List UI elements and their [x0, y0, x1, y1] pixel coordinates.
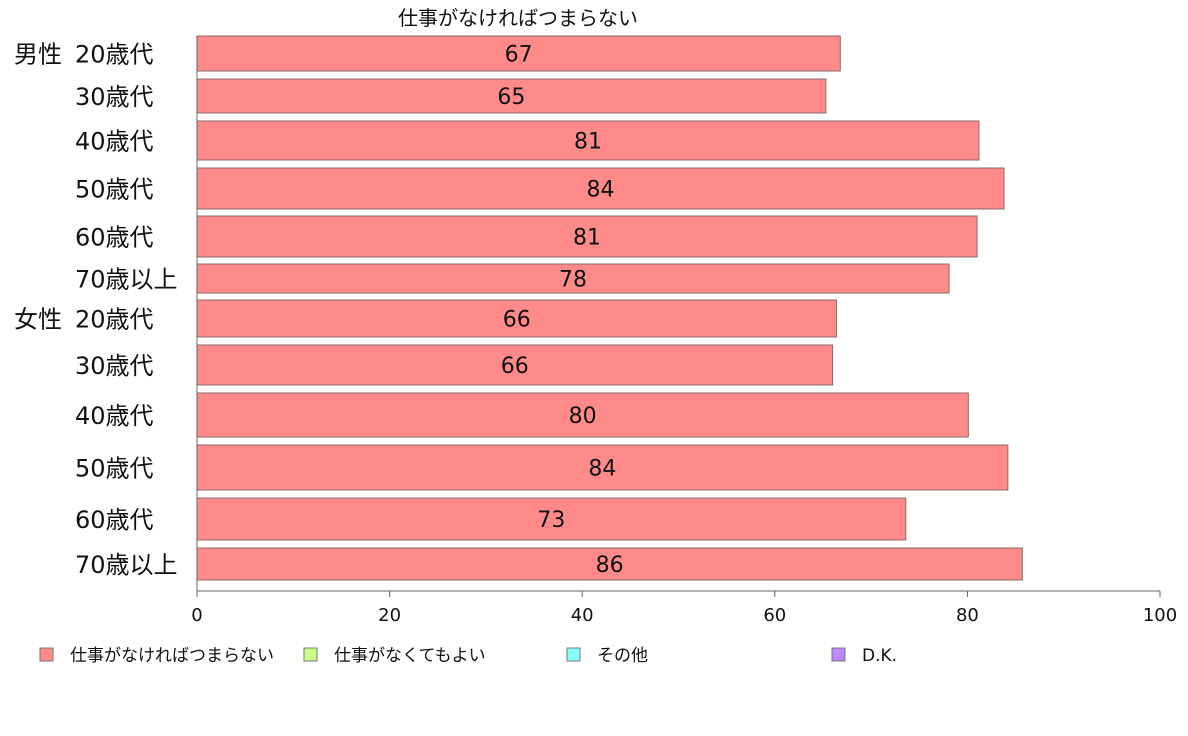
legend-swatch — [831, 647, 846, 662]
category-label: 50歳代 — [75, 455, 154, 483]
category-group-label: 女性 — [14, 306, 62, 334]
x-tick-label: 0 — [191, 605, 202, 626]
bar-value-label: 66 — [503, 308, 531, 333]
x-tick-label: 100 — [1143, 605, 1177, 626]
bar — [196, 167, 1005, 210]
bar-value-label: 86 — [596, 553, 624, 578]
bar-value-label: 84 — [588, 457, 616, 482]
legend-label: 仕事がなければつまらない — [70, 646, 274, 666]
category-label: 60歳代 — [75, 506, 154, 534]
x-tick-label: 20 — [378, 605, 401, 626]
bar-value-label: 73 — [537, 508, 565, 533]
bar-value-label: 67 — [505, 43, 533, 68]
bar — [196, 35, 841, 72]
category-group-label: 男性 — [14, 41, 62, 69]
bar — [196, 120, 980, 161]
category-label: 50歳代 — [75, 176, 154, 204]
bar — [196, 547, 1023, 581]
bar-value-label: 66 — [501, 354, 529, 379]
category-label: 70歳以上 — [75, 266, 178, 294]
bar-value-label: 78 — [559, 268, 587, 293]
category-label: 40歳代 — [75, 128, 154, 156]
bars-layer: 67 65 81 84 81 78 66 66 80 84 73 86 — [196, 35, 1023, 581]
x-tick-label: 80 — [956, 605, 979, 626]
category-label: 30歳代 — [75, 352, 154, 380]
bar — [196, 299, 837, 338]
bar-value-label: 81 — [574, 130, 602, 155]
category-label: 20歳代 — [75, 306, 154, 334]
legend-label: 仕事がなくてもよい — [334, 646, 486, 666]
category-label: 30歳代 — [75, 83, 154, 111]
bar-value-label: 80 — [569, 404, 597, 429]
bar-value-label: 84 — [586, 178, 614, 203]
bar-value-label: 65 — [497, 85, 525, 110]
chart-title: 仕事がなければつまらない — [398, 6, 638, 30]
legend-swatch — [303, 647, 318, 662]
category-label: 20歳代 — [75, 41, 154, 69]
x-axis: 0 20 40 60 80 100 — [191, 36, 1177, 626]
legend-label: D.K. — [862, 646, 897, 666]
legend-swatch — [566, 647, 581, 662]
category-label: 70歳以上 — [75, 551, 178, 579]
category-label: 40歳代 — [75, 402, 154, 430]
legend-swatch — [39, 647, 54, 662]
legend-label: その他 — [597, 646, 648, 666]
bar-value-label: 81 — [573, 226, 601, 251]
bar — [196, 215, 978, 258]
legend: 仕事がなければつまらない 仕事がなくてもよい その他 D.K. — [39, 646, 897, 666]
bar — [196, 497, 907, 541]
bar — [196, 78, 827, 114]
category-label: 60歳代 — [75, 224, 154, 252]
x-tick-label: 40 — [571, 605, 594, 626]
x-tick-label: 60 — [763, 605, 786, 626]
bar — [196, 444, 1009, 491]
